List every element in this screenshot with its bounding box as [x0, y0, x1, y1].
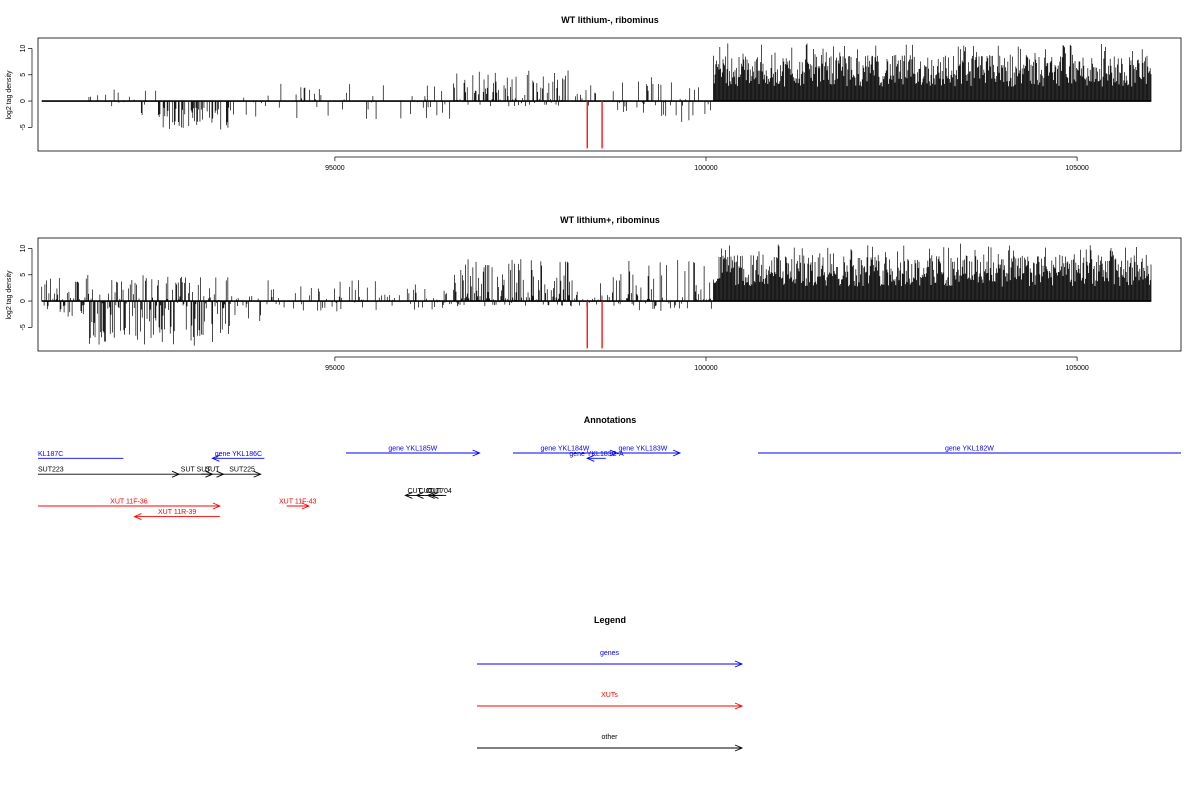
y-tick-label: 5: [20, 73, 27, 77]
annotation-feature: SUT223: [38, 467, 181, 478]
x-tick-label: 100000: [694, 165, 717, 172]
feature-label: gene YKL185W: [388, 446, 437, 453]
feature-label: KL187C: [38, 451, 63, 458]
panel-2-y-axis: -5 0 5 10: [20, 245, 33, 330]
feature-label: XUT 11F-43: [279, 499, 317, 506]
feature-label: SUT: [205, 467, 220, 474]
feature-label: gene YKL183C-A: [569, 451, 624, 458]
arrow-head: [404, 491, 413, 499]
y-tick-label: 0: [20, 299, 27, 303]
x-tick-label: 95000: [325, 165, 345, 172]
annotations-panel: Annotations KL187C gene YKL185W gene YKL18…: [38, 415, 1181, 521]
arrow-head: [171, 470, 181, 478]
x-tick-label: 100000: [694, 365, 717, 372]
x-tick-label: 105000: [1065, 365, 1088, 372]
arrow-head: [734, 702, 744, 710]
feature-label: CUT: [428, 488, 443, 495]
panel-2-frame: [37, 237, 1182, 352]
panel-1-title: WT lithium-, ribominus: [561, 15, 659, 25]
feature-label: gene YKL184W: [541, 446, 590, 453]
panel-1-x-axis: 95000 100000 105000: [325, 156, 1089, 172]
panel-2-bars: [41, 243, 1152, 346]
feature-label: XUT 11R-39: [158, 509, 196, 516]
annotation-feature: gene YKL182W: [757, 446, 1181, 454]
arrow-head: [430, 491, 439, 499]
y-tick-label: 10: [20, 245, 27, 253]
annotation-feature: gene YKL186C: [211, 451, 265, 462]
panel-1-y-label: log2 tag density: [6, 70, 13, 120]
panel-1-y-axis: -5 0 5 10: [20, 45, 33, 130]
annotation-features: KL187C gene YKL185W gene YKL186C gene YKL18…: [38, 446, 1181, 521]
y-tick-label: 5: [20, 273, 27, 277]
legend-label: genes: [600, 650, 620, 657]
panel-1-highlights: [586, 101, 603, 149]
feature-label: gene YKL186C: [215, 451, 262, 458]
feature-label: CUT: [419, 488, 434, 495]
legend-item: genes: [477, 650, 744, 668]
legend-item: XUTs: [477, 692, 744, 710]
arrow-head: [734, 744, 744, 752]
arrow-head: [672, 449, 682, 457]
panel-2-highlights: [586, 301, 603, 349]
legend-title: Legend: [594, 615, 626, 625]
feature-label: CUT: [407, 488, 422, 495]
legend-items: genes XUTs other: [477, 650, 744, 752]
arrow-head: [211, 454, 220, 462]
arrow-head: [133, 513, 142, 521]
annotation-feature: gene YKL183W: [605, 446, 682, 457]
arrow-head: [426, 491, 435, 499]
x-tick-label: 105000: [1065, 165, 1088, 172]
arrow-head: [212, 502, 221, 510]
panel-1-bars: [41, 43, 1152, 130]
annotation-feature: SUT225: [223, 467, 262, 478]
arrow-head: [586, 454, 595, 462]
feature-label: CUT704: [426, 488, 452, 495]
y-tick-label: 10: [20, 45, 27, 53]
annotation-feature: gene YKL185W: [346, 446, 481, 457]
y-tick-label: -5: [20, 324, 27, 330]
panel-2-title: WT lithium+, ribominus: [560, 215, 660, 225]
feature-label: XUT 11F-36: [110, 499, 148, 506]
arrow-head: [734, 660, 744, 668]
feature-label: gene YKL183W: [618, 446, 667, 453]
panel-1-frame: [37, 37, 1182, 152]
feature-label: SUT SUT: [181, 467, 212, 474]
annotation-feature: SUT: [201, 467, 225, 478]
panel-2-y-label: log2 tag density: [6, 270, 13, 320]
legend-panel: Legend genes XUTs other: [477, 615, 744, 752]
feature-label: SUT223: [38, 467, 64, 474]
arrow-head: [301, 502, 311, 510]
arrow-head: [415, 491, 424, 499]
y-tick-label: -5: [20, 124, 27, 130]
annotations-title: Annotations: [584, 415, 637, 425]
annotation-feature: CUT704: [426, 488, 452, 499]
x-tick-label: 95000: [325, 365, 345, 372]
feature-label: gene YKL182W: [945, 446, 994, 453]
density-bars: [88, 43, 1152, 130]
arrow-head: [253, 470, 262, 478]
annotation-feature: XUT 11F-36: [38, 499, 221, 510]
feature-label: SUT225: [229, 467, 255, 474]
legend-label: XUTs: [601, 692, 618, 699]
panel-2-x-axis: 95000 100000 105000: [325, 356, 1089, 372]
y-tick-label: 0: [20, 99, 27, 103]
density-bars: [41, 243, 1152, 346]
legend-label: other: [602, 734, 619, 741]
legend-item: other: [477, 734, 744, 752]
annotation-feature: XUT 11R-39: [133, 509, 220, 521]
annotation-feature: KL187C: [38, 451, 124, 459]
track-panel-1: WT lithium-, ribominus -5 0 5 10 95000 10000…: [6, 15, 1182, 172]
annotation-feature: XUT 11F-43: [279, 499, 317, 510]
track-panel-2: WT lithium+, ribominus -5 0 5 10 95000 10000…: [6, 215, 1182, 372]
annotation-feature: gene YKL183C-A: [569, 451, 624, 462]
arrow-head: [472, 449, 481, 457]
